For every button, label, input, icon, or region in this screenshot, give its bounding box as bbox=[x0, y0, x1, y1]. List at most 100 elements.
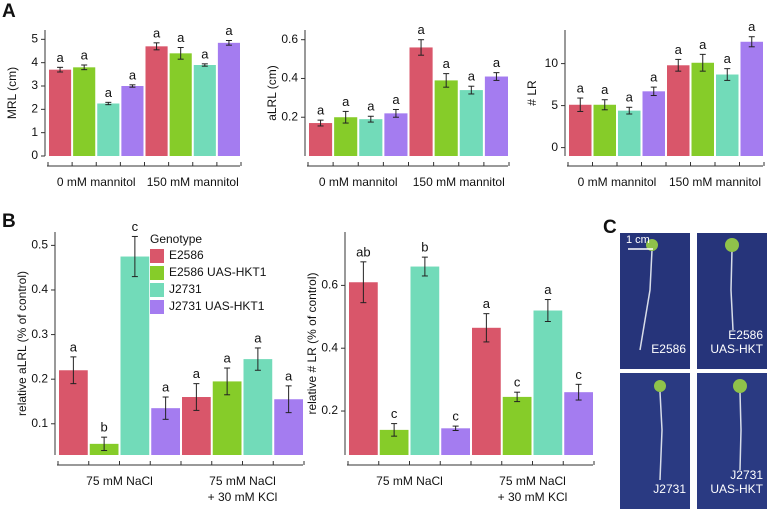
bar bbox=[120, 256, 150, 455]
y-tick-label: 0 bbox=[31, 148, 38, 162]
photo-label: E2586 bbox=[728, 328, 763, 342]
y-tick-label: 0.3 bbox=[31, 327, 48, 341]
panel-label: A bbox=[2, 1, 16, 22]
legend-label: J2731 bbox=[169, 282, 202, 296]
y-axis-label: aLRL (cm) bbox=[265, 65, 279, 121]
x-category-label: 150 mM mannitol bbox=[147, 175, 239, 189]
bar bbox=[740, 41, 763, 157]
bar bbox=[441, 428, 470, 455]
y-axis-label: relative # LR (% of control) bbox=[305, 272, 319, 414]
y-tick-label: 1 bbox=[31, 125, 38, 139]
x-category-label: 0 mM mannitol bbox=[57, 175, 136, 189]
bar bbox=[334, 117, 358, 156]
bar bbox=[642, 91, 665, 156]
panel-label: B bbox=[2, 211, 16, 232]
y-tick-label: 0 bbox=[551, 140, 558, 154]
bar bbox=[564, 392, 593, 455]
x-category-label: 0 mM mannitol bbox=[578, 175, 657, 189]
bar bbox=[121, 86, 144, 156]
significance-letter: a bbox=[162, 379, 170, 394]
y-tick-label: 3 bbox=[31, 78, 38, 92]
significance-letter: a bbox=[650, 70, 658, 85]
bar bbox=[349, 282, 378, 455]
photo bbox=[620, 233, 690, 369]
significance-letter: a bbox=[601, 82, 609, 97]
significance-letter: a bbox=[483, 296, 491, 311]
y-tick-label: 0.4 bbox=[321, 340, 338, 354]
y-tick-label: 5 bbox=[551, 98, 558, 112]
legend-title: Genotype bbox=[150, 232, 202, 246]
significance-letter: a bbox=[544, 282, 552, 297]
bar bbox=[533, 310, 563, 455]
y-tick-label: 4 bbox=[31, 55, 38, 69]
photo bbox=[620, 373, 690, 509]
legend-swatch bbox=[150, 249, 164, 263]
bar bbox=[309, 123, 333, 156]
significance-letter: a bbox=[417, 22, 425, 37]
significance-letter: a bbox=[201, 46, 209, 61]
x-category-label: 75 mM NaCl bbox=[209, 474, 276, 488]
bar bbox=[502, 396, 532, 455]
significance-letter: a bbox=[81, 47, 89, 62]
x-category-label: 150 mM mannitol bbox=[669, 175, 761, 189]
bar bbox=[472, 327, 501, 455]
seedling bbox=[733, 379, 747, 393]
y-tick-label: 0.4 bbox=[281, 71, 298, 85]
significance-letter: b bbox=[421, 240, 428, 255]
significance-letter: a bbox=[193, 366, 201, 381]
bar bbox=[691, 62, 714, 157]
significance-letter: a bbox=[285, 368, 293, 383]
significance-letter: a bbox=[577, 80, 585, 95]
legend-label: J2731 UAS-HKT1 bbox=[169, 299, 265, 313]
root bbox=[639, 249, 653, 351]
panel-label: C bbox=[603, 217, 617, 238]
y-tick-label: 0.5 bbox=[31, 238, 48, 252]
legend-swatch bbox=[150, 266, 164, 280]
x-category-label: 75 mM NaCl bbox=[499, 474, 566, 488]
significance-letter: a bbox=[626, 90, 634, 105]
significance-letter: a bbox=[254, 330, 262, 345]
significance-letter: a bbox=[748, 19, 756, 34]
seedling bbox=[646, 239, 658, 251]
x-category-label: + 30 mM KCl bbox=[208, 490, 278, 504]
significance-letter: c bbox=[391, 406, 398, 421]
y-tick-label: 2 bbox=[31, 102, 38, 116]
y-tick-label: 5 bbox=[31, 32, 38, 46]
bar bbox=[459, 90, 483, 156]
significance-letter: a bbox=[699, 37, 707, 52]
y-tick-label: 0.2 bbox=[321, 403, 338, 417]
significance-letter: a bbox=[468, 69, 476, 84]
significance-letter: a bbox=[675, 42, 683, 57]
x-category-label: 75 mM NaCl bbox=[376, 474, 443, 488]
bar bbox=[484, 76, 508, 156]
significance-letter: ab bbox=[356, 244, 370, 259]
significance-letter: c bbox=[132, 219, 139, 234]
bar bbox=[97, 103, 120, 156]
y-tick-label: 0.4 bbox=[31, 282, 48, 296]
significance-letter: a bbox=[105, 85, 113, 100]
y-axis-label: MRL (cm) bbox=[5, 67, 19, 119]
significance-letter: a bbox=[56, 50, 64, 65]
y-tick-label: 10 bbox=[545, 56, 559, 70]
photos: 1 cm bbox=[620, 233, 767, 509]
bar bbox=[593, 104, 616, 156]
root bbox=[659, 391, 663, 481]
bar bbox=[716, 74, 739, 156]
significance-letter: a bbox=[153, 25, 161, 40]
photo-label: E2586 bbox=[651, 342, 686, 356]
y-tick-label: 0.2 bbox=[31, 371, 48, 385]
photo-label: J2731 bbox=[730, 468, 763, 482]
y-axis-label: # LR bbox=[525, 80, 539, 106]
bar bbox=[409, 47, 433, 157]
significance-letter: a bbox=[317, 103, 325, 118]
significance-letter: a bbox=[225, 23, 233, 38]
bar bbox=[169, 53, 192, 157]
bar bbox=[73, 67, 96, 156]
root bbox=[730, 249, 734, 331]
significance-letter: a bbox=[724, 51, 732, 66]
photo-label: J2731 bbox=[653, 482, 686, 496]
seedling bbox=[654, 380, 666, 392]
significance-letter: a bbox=[493, 55, 501, 70]
photo bbox=[697, 373, 767, 509]
significance-letter: c bbox=[575, 367, 582, 382]
